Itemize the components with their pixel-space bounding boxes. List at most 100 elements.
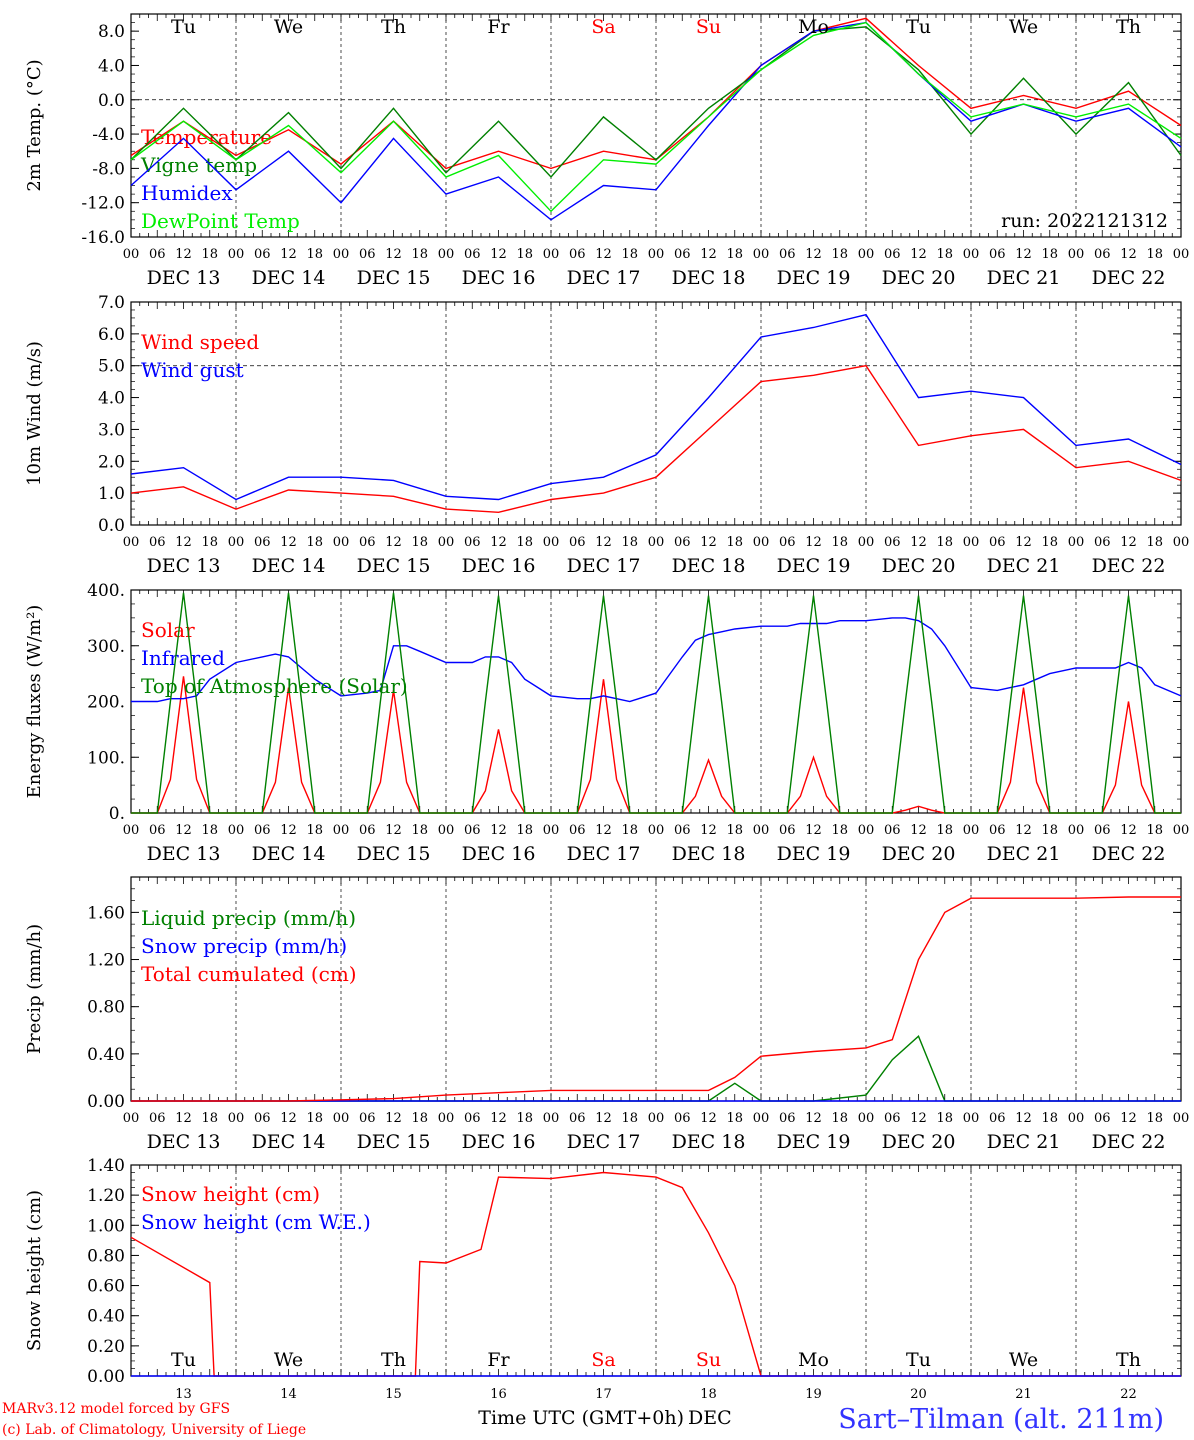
hour-tick-label: 18 [1146, 823, 1163, 838]
hour-tick-label: 00 [123, 1111, 140, 1126]
hour-tick-label: 12 [175, 247, 192, 262]
hour-tick-label: 06 [254, 247, 271, 262]
date-label: DEC 15 [357, 267, 431, 289]
y-tick-label: -12.0 [81, 194, 125, 214]
plot-frame [130, 589, 1182, 814]
hour-tick-label: 12 [910, 247, 927, 262]
hour-tick-label: 18 [306, 1111, 323, 1126]
y-tick-label: 0.40 [87, 1045, 125, 1065]
date-label: DEC 21 [987, 555, 1061, 577]
hour-tick-label: 06 [989, 1111, 1006, 1126]
y-tick-label: 0.60 [87, 1277, 125, 1297]
hour-tick-label: 00 [228, 1111, 245, 1126]
hour-tick-label: 18 [831, 247, 848, 262]
hour-tick-label: 18 [726, 535, 743, 550]
hour-tick-label: 12 [490, 823, 507, 838]
hour-tick-label: 00 [228, 247, 245, 262]
hour-tick-label: 06 [254, 1111, 271, 1126]
hour-tick-label: 00 [333, 535, 350, 550]
hour-tick-label: 12 [805, 1111, 822, 1126]
y-tick-label: -4.0 [92, 125, 125, 145]
y-tick-label: 1.00 [87, 1216, 125, 1236]
hour-tick-label: 12 [805, 535, 822, 550]
y-tick-label: 0.80 [87, 998, 125, 1018]
legend-entry: Infrared [141, 646, 225, 670]
hour-tick-label: 00 [648, 247, 665, 262]
y-tick-label: 6.0 [98, 325, 125, 345]
weekday-label: Th [1116, 1349, 1141, 1371]
hour-tick-label: 06 [989, 247, 1006, 262]
hour-tick-label: 06 [884, 247, 901, 262]
date-label: DEC 20 [882, 843, 956, 865]
hour-tick-label: 18 [621, 823, 638, 838]
hour-tick-label: 12 [490, 1111, 507, 1126]
y-tick-label: 0.0 [98, 91, 125, 111]
hour-tick-label: 00 [1068, 823, 1085, 838]
weekday-label: Mo [798, 1349, 829, 1371]
hour-tick-label: 06 [674, 535, 691, 550]
y-tick-label: 0.00 [87, 1092, 125, 1112]
legend-entry: Vigne temp [140, 153, 257, 177]
day-number-label: 18 [700, 1387, 717, 1402]
hour-tick-label: 18 [726, 823, 743, 838]
hour-tick-label: 06 [569, 823, 586, 838]
hour-tick-label: 18 [1041, 247, 1058, 262]
date-label: DEC 16 [462, 555, 536, 577]
hour-tick-label: 06 [149, 823, 166, 838]
hour-tick-label: 00 [1068, 535, 1085, 550]
y-tick-label: 1.60 [87, 903, 125, 923]
hour-tick-label: 00 [753, 247, 770, 262]
hour-tick-label: 18 [621, 535, 638, 550]
hour-tick-label: 00 [333, 247, 350, 262]
hour-tick-label: 18 [936, 823, 953, 838]
weekday-label: Mo [798, 16, 829, 38]
hour-tick-label: 18 [201, 1111, 218, 1126]
hour-tick-label: 18 [726, 1111, 743, 1126]
y-tick-label: 0.80 [87, 1246, 125, 1266]
y-tick-label: 1.40 [87, 1156, 125, 1176]
hour-tick-label: 12 [1015, 823, 1032, 838]
legend-entry: Solar [141, 618, 195, 642]
weekday-label: Fr [487, 16, 510, 38]
hour-tick-label: 18 [201, 247, 218, 262]
hour-tick-label: 12 [280, 823, 297, 838]
hour-tick-label: 12 [1120, 1111, 1137, 1126]
y-tick-label: 0.40 [87, 1307, 125, 1327]
hour-tick-label: 06 [359, 247, 376, 262]
hour-tick-label: 06 [464, 247, 481, 262]
hour-tick-label: 18 [516, 535, 533, 550]
hour-tick-label: 06 [989, 823, 1006, 838]
panel-2: 0.0 1.0 2.0 3.0 4.0 5.0 6.0 7.0 10m Wind (m/s) Wi… [24, 293, 1189, 577]
hour-tick-label: 00 [753, 1111, 770, 1126]
hour-tick-label: 06 [464, 535, 481, 550]
y-axis-label: 2m Temp. (°C) [24, 59, 45, 191]
panel-4: 0.00 0.40 0.80 1.20 1.60 Precip (mm/h) Liquid … [24, 876, 1190, 1153]
hour-tick-label: 18 [411, 535, 428, 550]
y-tick-label: 100. [87, 748, 125, 768]
hour-tick-label: 12 [1015, 1111, 1032, 1126]
y-tick-label: 5.0 [98, 357, 125, 377]
hour-tick-label: 00 [1173, 247, 1190, 262]
hour-tick-label: 00 [1173, 1111, 1190, 1126]
credit-line-2: (c) Lab. of Climatology, University of L… [2, 1422, 306, 1438]
date-label: DEC 21 [987, 1131, 1061, 1153]
hour-tick-label: 12 [595, 1111, 612, 1126]
date-label: DEC 14 [252, 1131, 326, 1153]
hour-tick-label: 18 [1146, 535, 1163, 550]
weekday-label: Sa [591, 16, 615, 38]
y-tick-label: -16.0 [81, 228, 125, 248]
hour-tick-label: 06 [149, 1111, 166, 1126]
day-number-label: 19 [805, 1387, 822, 1402]
hour-tick-label: 18 [1041, 823, 1058, 838]
hour-tick-label: 18 [831, 535, 848, 550]
hour-tick-label: 12 [700, 823, 717, 838]
hour-tick-label: 00 [1173, 535, 1190, 550]
date-label: DEC 21 [987, 267, 1061, 289]
hour-tick-label: 12 [385, 535, 402, 550]
series-line-3 [131, 592, 1181, 814]
hour-tick-label: 18 [621, 1111, 638, 1126]
date-label: DEC 15 [357, 1131, 431, 1153]
hour-tick-label: 12 [700, 535, 717, 550]
hour-tick-label: 00 [858, 535, 875, 550]
day-number-label: 13 [175, 1387, 192, 1402]
